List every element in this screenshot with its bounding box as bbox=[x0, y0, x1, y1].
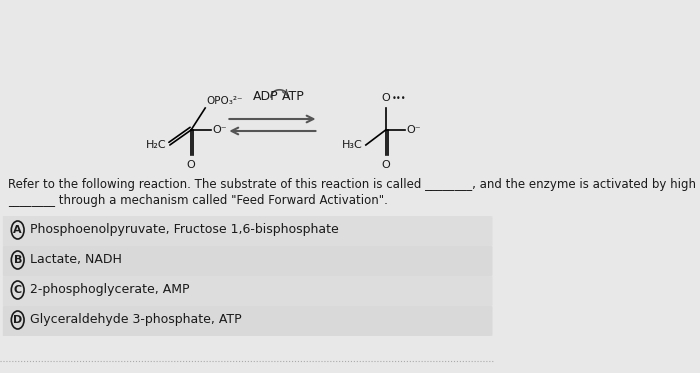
Text: •••: ••• bbox=[391, 94, 406, 103]
Text: A: A bbox=[13, 225, 22, 235]
Text: OPO₃²⁻: OPO₃²⁻ bbox=[206, 96, 243, 106]
FancyBboxPatch shape bbox=[3, 216, 493, 246]
Text: Phosphoenolpyruvate, Fructose 1,6-bisphosphate: Phosphoenolpyruvate, Fructose 1,6-bispho… bbox=[29, 223, 339, 236]
Text: Lactate, NADH: Lactate, NADH bbox=[29, 254, 122, 266]
Text: O⁻: O⁻ bbox=[407, 125, 421, 135]
Text: D: D bbox=[13, 315, 22, 325]
Text: O⁻: O⁻ bbox=[212, 125, 227, 135]
FancyBboxPatch shape bbox=[3, 306, 493, 336]
FancyBboxPatch shape bbox=[3, 276, 493, 306]
Text: C: C bbox=[13, 285, 22, 295]
Text: 2-phosphoglycerate, AMP: 2-phosphoglycerate, AMP bbox=[29, 283, 189, 297]
Text: ATP: ATP bbox=[282, 90, 305, 103]
Text: Refer to the following reaction. The substrate of this reaction is called ______: Refer to the following reaction. The sub… bbox=[8, 178, 700, 191]
Text: B: B bbox=[13, 255, 22, 265]
Text: H₃C: H₃C bbox=[342, 140, 363, 150]
Text: Glyceraldehyde 3-phosphate, ATP: Glyceraldehyde 3-phosphate, ATP bbox=[29, 313, 242, 326]
Text: O: O bbox=[382, 160, 390, 170]
Text: O: O bbox=[382, 93, 390, 103]
FancyBboxPatch shape bbox=[3, 246, 493, 276]
Text: O: O bbox=[187, 160, 195, 170]
Text: ADP: ADP bbox=[253, 90, 278, 103]
Text: ________ through a mechanism called "Feed Forward Activation".: ________ through a mechanism called "Fee… bbox=[8, 194, 388, 207]
Text: H₂C: H₂C bbox=[146, 140, 167, 150]
